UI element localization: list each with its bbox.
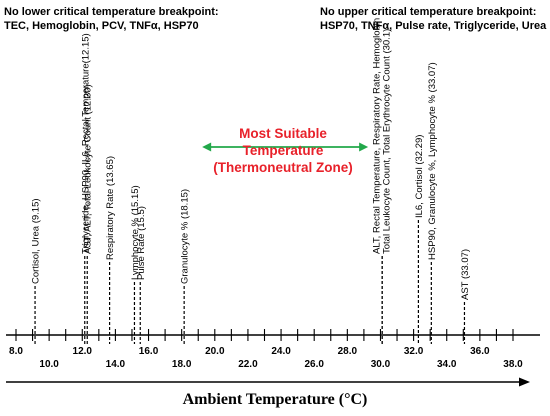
axis-tick-label: 38.0 [503,359,523,370]
no-lower-breakpoint-note: No lower critical temperature breakpoint… [4,5,219,33]
axis-tick-label: 32.0 [404,346,424,357]
breakpoint-label: IL6, Cortisol (32.29) [414,135,425,218]
axis-title: Ambient Temperature (°C) [182,391,368,408]
no-lower-breakpoint-items: TEC, Hemoglobin, PCV, TNFα, HSP70 [4,20,199,32]
breakpoint-label: AST (33.07) [460,249,471,300]
direction-arrow-head [519,377,530,387]
axis-tick-label: 20.0 [205,346,225,357]
thermoneutral-zone-label: Most Suitable Temperature (Thermoneutral… [200,125,366,176]
zone-label-line2: Temperature [242,143,324,158]
axis-tick-label: 30.0 [371,359,391,370]
breakpoint-label: Triglyceride, HSP90, IL6, Rectal Tempera… [80,33,91,254]
axis-tick-label: 22.0 [238,359,258,370]
no-lower-breakpoint-title: No lower critical temperature breakpoint… [4,6,219,18]
axis-tick-label: 18.0 [172,359,192,370]
breakpoint-label: Lymphocyte % (15.15) [130,185,141,280]
breakpoint-label: Granulocyte % (18.15) [180,189,191,284]
zone-label-line1: Most Suitable [239,126,327,141]
thermoneutral-zone [202,142,369,152]
axis-tick-label: 24.0 [271,346,291,357]
no-upper-breakpoint-title: No upper critical temperature breakpoint… [320,6,537,18]
axis-tick-label: 36.0 [470,346,490,357]
axis-tick-label: 34.0 [437,359,457,370]
breakpoint-label: Total Leukocyte Count, Total Erythrocyte… [382,29,393,254]
zone-label-line3: (Thermoneutral Zone) [213,160,353,175]
breakpoint-label: HSP90, Granulocyte %, Lymphocyte % (33.0… [427,62,438,260]
axis-tick-label: 14.0 [106,359,126,370]
zone-arrow-left-head [202,142,212,152]
axis-tick-label: 16.0 [139,346,159,357]
breakpoint-label: AST, ALT, Total Leukocyte Count (12.30) [83,84,94,254]
axis-tick-label: 28.0 [338,346,358,357]
breakpoint-label: ALT, Rectal Temperature, Respiratory Rat… [372,18,383,254]
breakpoint-label: Pulse Rate (15.5) [136,206,147,280]
breakpoint-markers: Cortisol, Urea (9.15) Triglyceride, HSP90… [31,18,471,344]
axis-tick-label: 26.0 [304,359,324,370]
axis-tick-label: 8.0 [9,346,23,357]
axis-tick-label: 12.0 [73,346,93,357]
breakpoint-label: Respiratory Rate (13.65) [105,156,116,260]
no-upper-breakpoint-note: No upper critical temperature breakpoint… [320,5,546,33]
zone-arrow-right-head [359,142,369,152]
breakpoint-label: Cortisol, Urea (9.15) [31,198,42,284]
no-upper-breakpoint-items: HSP70, TNFα, Pulse rate, Triglyceride, U… [320,20,547,32]
axis-tick-label: 10.0 [39,359,59,370]
axis-lines [6,334,540,387]
